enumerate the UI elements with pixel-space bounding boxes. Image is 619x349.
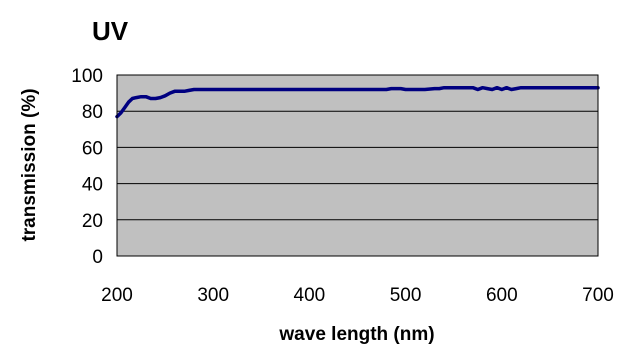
x-axis-title: wave length (nm) (278, 324, 434, 345)
x-tick-label: 600 (486, 285, 518, 306)
y-tick-label: 0 (92, 247, 103, 268)
grid-lines (117, 110, 598, 221)
x-tick-label: 400 (294, 285, 326, 306)
y-tick-label: 60 (82, 138, 103, 159)
plot-area (117, 75, 598, 256)
y-tick-label: 20 (82, 211, 103, 232)
y-axis-title: transmission (%) (19, 88, 40, 241)
x-tick-labels: 200 300 400 500 600 700 (101, 285, 614, 306)
y-tick-labels: 0 20 40 60 80 100 (71, 66, 103, 268)
x-tick-label: 700 (582, 285, 614, 306)
y-tick-label: 40 (82, 175, 103, 196)
series-line (115, 85, 600, 119)
plot-border (116, 74, 599, 257)
y-tick-label: 100 (71, 66, 103, 87)
x-tick-label: 500 (390, 285, 422, 306)
chart-title: UV (92, 16, 129, 46)
x-tick-label: 300 (197, 285, 229, 306)
x-tick-label: 200 (101, 285, 133, 306)
y-tick-label: 80 (82, 102, 103, 123)
